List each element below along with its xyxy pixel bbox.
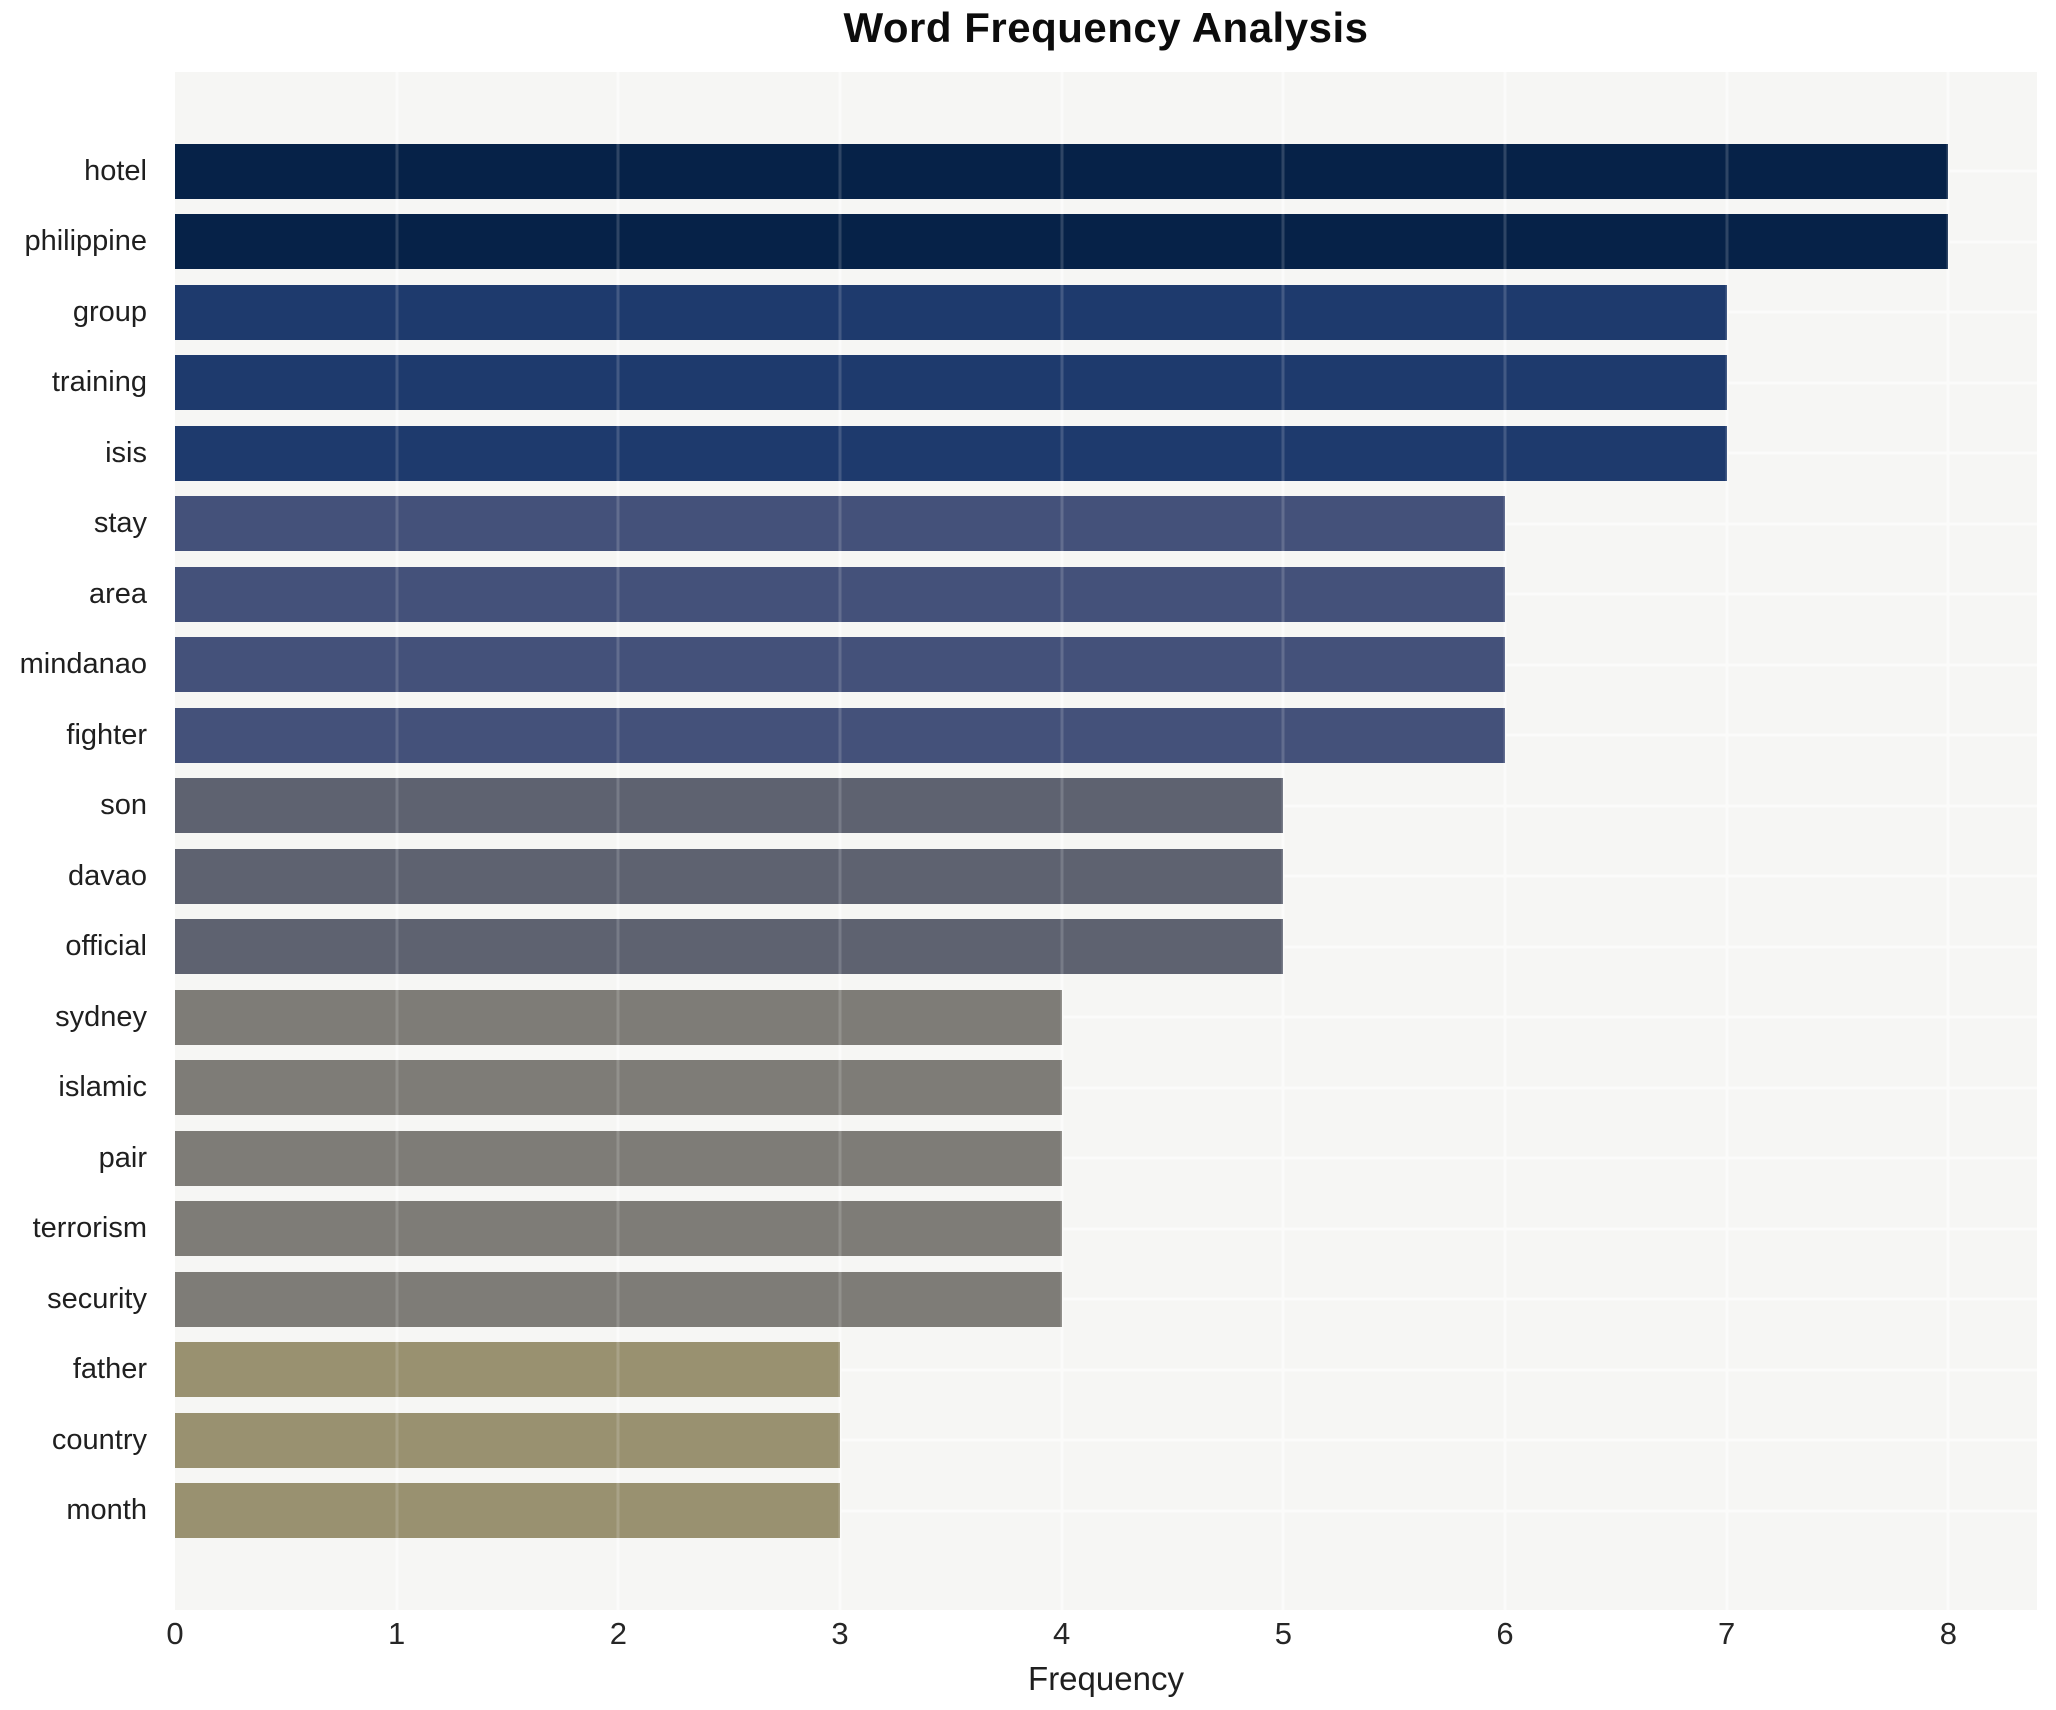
bar-row (175, 912, 2037, 983)
y-axis-label-group: group (72, 295, 147, 328)
bar-sydney (175, 989, 1062, 1045)
gridline-x-4 (1060, 72, 1064, 1610)
bar-row (175, 1264, 2037, 1335)
y-axis-label-fighter: fighter (66, 718, 147, 751)
bar-terrorism (175, 1201, 1062, 1257)
bar-row (175, 841, 2037, 912)
x-tick-label-1: 1 (388, 1616, 406, 1651)
x-tick-label-0: 0 (166, 1616, 184, 1651)
bar-row (175, 1476, 2037, 1547)
bar-row (175, 489, 2037, 560)
horizontal-gridline (175, 1297, 2037, 1301)
bar-rows (175, 72, 2037, 1610)
bar-row (175, 348, 2037, 419)
y-axis-label-davao: davao (67, 859, 147, 892)
bar-mindanao (175, 637, 1505, 693)
gridline-x-7 (1725, 72, 1729, 1610)
bar-row (175, 136, 2037, 207)
horizontal-gridline (175, 1156, 2037, 1160)
bar-davao (175, 848, 1284, 904)
horizontal-gridline (175, 1368, 2037, 1372)
y-axis-label-stay: stay (93, 507, 147, 540)
y-axis-label-son: son (100, 789, 147, 822)
horizontal-gridline (175, 1086, 2037, 1090)
bar-son (175, 778, 1284, 834)
bar-row (175, 277, 2037, 348)
bar-country (175, 1412, 840, 1468)
bar-official (175, 919, 1284, 975)
x-tick-label-2: 2 (609, 1616, 627, 1651)
bar-row (175, 771, 2037, 842)
gridline-x-6 (1503, 72, 1507, 1610)
y-axis-label-islamic: islamic (58, 1071, 147, 1104)
horizontal-gridline (175, 1227, 2037, 1231)
y-axis-label-mindanao: mindanao (19, 648, 147, 681)
x-tick-label-7: 7 (1718, 1616, 1736, 1651)
bar-hotel (175, 143, 1949, 199)
horizontal-gridline (175, 1015, 2037, 1019)
y-axis-label-philippine: philippine (24, 225, 147, 258)
horizontal-gridline (175, 1438, 2037, 1442)
bar-islamic (175, 1060, 1062, 1116)
bar-row (175, 559, 2037, 630)
bar-isis (175, 425, 1727, 481)
bar-row (175, 1194, 2037, 1265)
bar-row (175, 418, 2037, 489)
y-axis-label-country: country (51, 1423, 147, 1456)
y-axis-label-training: training (51, 366, 147, 399)
bar-row (175, 1335, 2037, 1406)
gridline-x-5 (1281, 72, 1285, 1610)
horizontal-gridline (175, 1509, 2037, 1513)
vertical-gridlines (175, 72, 2037, 1610)
bar-row (175, 700, 2037, 771)
y-axis-label-official: official (65, 930, 147, 963)
bar-fighter (175, 707, 1505, 763)
gridline-x-2 (616, 72, 620, 1610)
bar-row (175, 207, 2037, 278)
bar-row (175, 1053, 2037, 1124)
bar-row (175, 1123, 2037, 1194)
y-axis-label-pair: pair (98, 1141, 147, 1174)
bar-pair (175, 1130, 1062, 1186)
bar-father (175, 1342, 840, 1398)
bar-stay (175, 496, 1505, 552)
x-tick-label-4: 4 (1053, 1616, 1071, 1651)
x-axis-title: Frequency (1028, 1660, 1184, 1697)
gridline-x-3 (838, 72, 842, 1610)
y-axis-label-area: area (88, 577, 147, 610)
y-axis-label-isis: isis (105, 436, 147, 469)
gridline-x-1 (395, 72, 399, 1610)
bar-philippine (175, 214, 1949, 270)
y-axis-label-hotel: hotel (84, 154, 147, 187)
bar-row (175, 1405, 2037, 1476)
x-tick-label-5: 5 (1274, 1616, 1292, 1651)
bar-security (175, 1271, 1062, 1327)
x-tick-label-3: 3 (831, 1616, 849, 1651)
y-axis-label-month: month (66, 1494, 147, 1527)
bar-row (175, 630, 2037, 701)
chart-title: Word Frequency Analysis (843, 4, 1369, 51)
x-axis-ticks: 0 1 2 3 4 5 6 7 8 (166, 1616, 2037, 1658)
gridline-x-8 (1946, 72, 1950, 1610)
y-axis-labels: hotel philippine group training isis stay area… (0, 72, 161, 1610)
x-tick-label-6: 6 (1496, 1616, 1514, 1651)
y-axis-label-sydney: sydney (55, 1000, 147, 1033)
bar-training (175, 355, 1727, 411)
y-axis-label-terrorism: terrorism (32, 1212, 147, 1245)
y-axis-label-security: security (47, 1282, 147, 1315)
x-tick-label-8: 8 (1939, 1616, 1957, 1651)
bar-group (175, 284, 1727, 340)
bar-month (175, 1483, 840, 1539)
y-axis-label-father: father (72, 1353, 147, 1386)
bar-row (175, 982, 2037, 1053)
bar-area (175, 566, 1505, 622)
plot-area (175, 72, 2037, 1610)
